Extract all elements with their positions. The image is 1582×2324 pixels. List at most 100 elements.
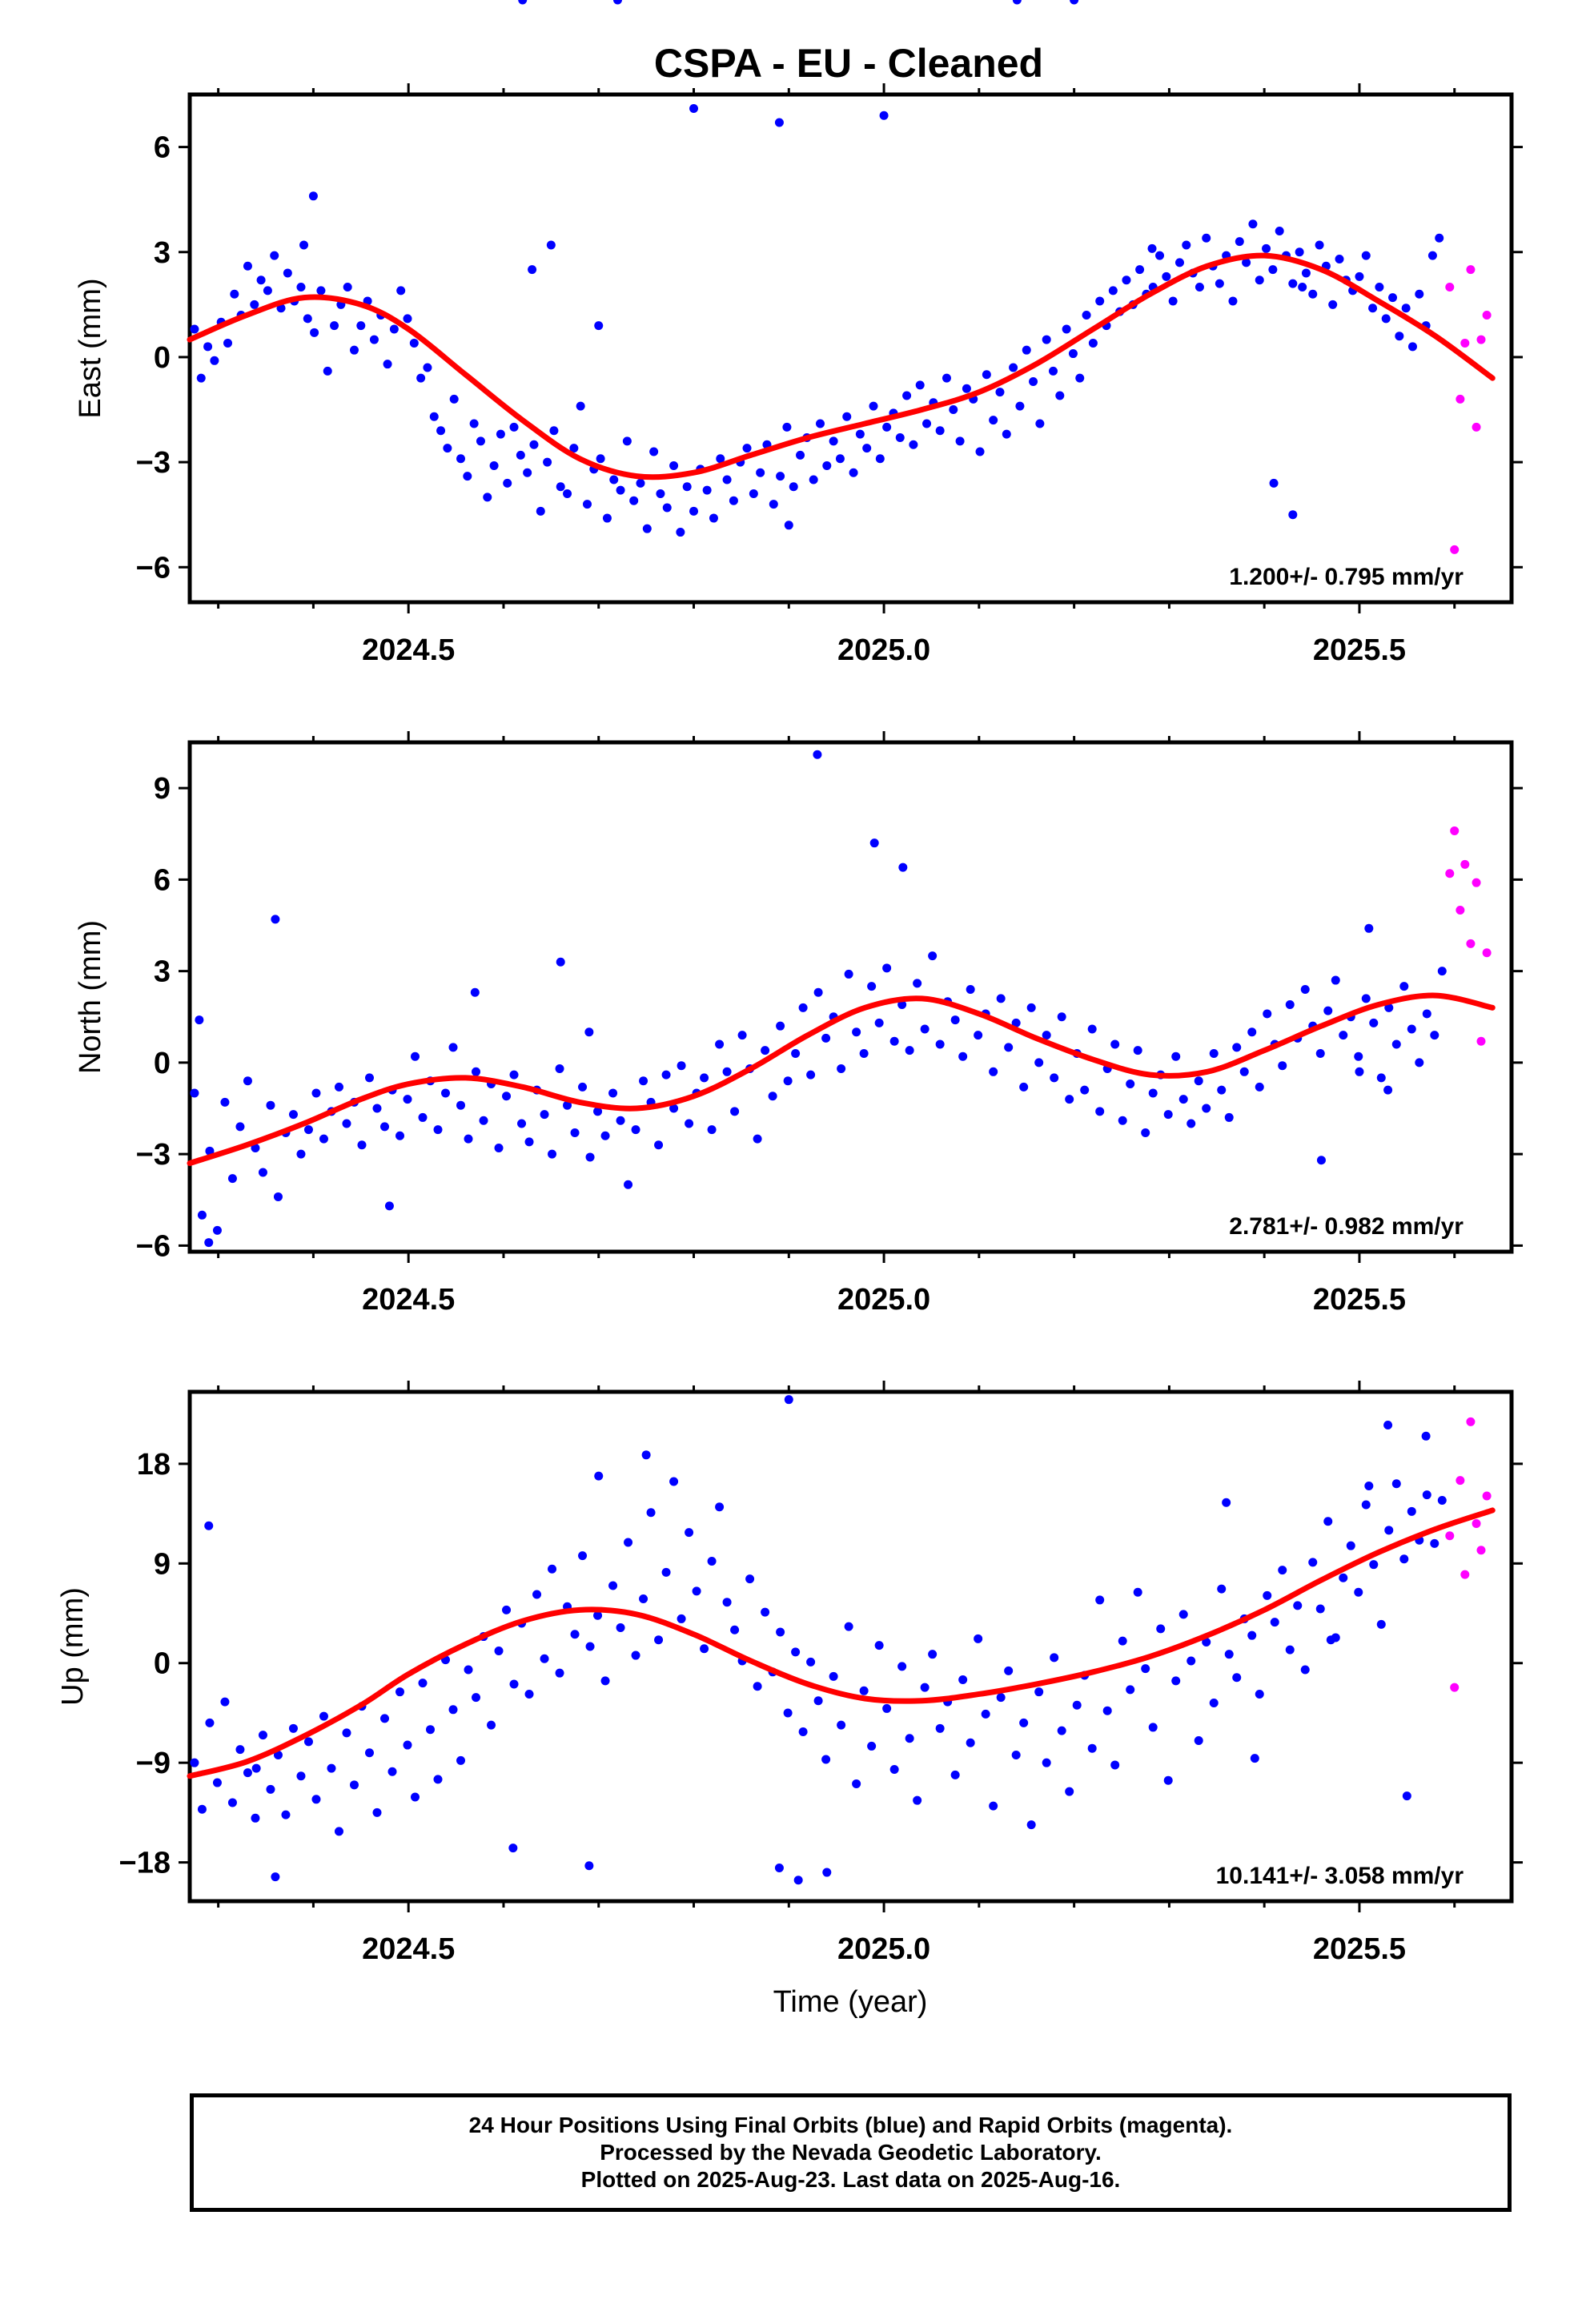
- final-orbit-point: [989, 1067, 998, 1076]
- final-orbit-point: [1239, 1067, 1249, 1076]
- final-orbit-point: [996, 994, 1006, 1003]
- final-orbit-point: [1278, 1061, 1287, 1071]
- final-orbit-point: [796, 450, 805, 460]
- final-orbit-point: [496, 429, 505, 439]
- final-orbit-point: [689, 506, 699, 516]
- final-orbit-point: [1065, 1095, 1074, 1104]
- final-orbit-point: [1391, 1039, 1401, 1049]
- final-orbit-point: [549, 426, 559, 436]
- final-orbit-point: [1278, 1566, 1287, 1575]
- final-orbit-point: [730, 1625, 740, 1634]
- final-orbit-point: [456, 1755, 466, 1765]
- final-orbit-point: [369, 335, 379, 344]
- final-orbit-point: [1011, 1750, 1021, 1759]
- final-orbit-point: [1361, 251, 1371, 260]
- final-orbit-point: [584, 1861, 594, 1871]
- final-orbit-point: [1388, 293, 1398, 303]
- final-orbit-point: [1050, 1073, 1059, 1083]
- final-orbit-point: [1174, 258, 1184, 267]
- final-orbit-point: [1364, 1482, 1374, 1491]
- y-tick-label: 9: [154, 1547, 171, 1581]
- rapid-orbit-point: [1456, 1476, 1465, 1486]
- model-curve: [187, 252, 1496, 480]
- final-orbit-point: [518, 0, 528, 5]
- final-orbit-point: [1250, 1754, 1259, 1763]
- final-orbit-point: [1263, 1590, 1272, 1600]
- final-orbit-point: [1095, 296, 1105, 306]
- final-orbit-point: [1072, 1700, 1082, 1710]
- final-orbit-point: [1375, 282, 1384, 292]
- final-orbit-point: [1133, 1046, 1142, 1055]
- final-orbit-point: [1326, 1635, 1335, 1645]
- final-orbit-point: [1315, 240, 1324, 250]
- final-orbit-point: [429, 412, 439, 421]
- final-orbit-point: [702, 485, 712, 495]
- panel-north: 2024.5 2025.0 2025.5 −6 −3 0 3 6 9 North (mm) 2.78…: [74, 731, 1523, 1317]
- final-orbit-point: [1222, 1498, 1231, 1507]
- final-orbit-point: [844, 1622, 853, 1631]
- final-orbit-point: [1285, 1645, 1295, 1655]
- final-orbit-point: [311, 1088, 321, 1098]
- final-orbit-point: [283, 268, 292, 278]
- final-orbit-point: [433, 1125, 443, 1135]
- final-orbit-point: [203, 342, 213, 352]
- final-orbit-point: [596, 454, 605, 464]
- final-orbit-point: [205, 1718, 215, 1727]
- final-orbit-point: [1355, 1067, 1364, 1076]
- final-orbit-point: [1163, 1775, 1173, 1785]
- rapid-orbit-point: [1476, 1036, 1486, 1046]
- final-orbit-point: [1384, 1003, 1394, 1012]
- final-orbit-point: [1057, 1012, 1066, 1022]
- final-orbit-point: [1268, 265, 1278, 275]
- final-orbit-point: [1361, 1500, 1371, 1510]
- final-orbit-point: [859, 1686, 869, 1695]
- final-orbit-point: [612, 0, 622, 5]
- final-orbit-point: [783, 1076, 793, 1086]
- final-orbit-point: [584, 1027, 594, 1037]
- final-orbit-point: [982, 370, 991, 380]
- final-orbit-point: [905, 1046, 914, 1055]
- final-orbit-point: [1019, 1082, 1029, 1092]
- final-orbit-point: [403, 1095, 412, 1104]
- y-tick-label: −6: [136, 1229, 171, 1263]
- final-orbit-point: [1354, 1587, 1363, 1597]
- final-orbit-point: [1430, 1031, 1439, 1040]
- final-orbit-point: [608, 1581, 618, 1590]
- final-orbit-point: [1401, 304, 1411, 313]
- rapid-orbit-point: [1472, 1519, 1481, 1529]
- final-orbit-point: [1376, 1073, 1386, 1083]
- final-orbit-point: [769, 500, 778, 509]
- final-orbit-point: [749, 489, 758, 498]
- final-orbit-point: [1437, 967, 1447, 976]
- final-orbit-point: [661, 1567, 671, 1577]
- final-orbit-point: [463, 472, 472, 481]
- final-orbit-point: [372, 1807, 382, 1817]
- final-orbit-point: [689, 103, 699, 113]
- final-orbit-point: [829, 436, 838, 446]
- final-orbit-point: [1399, 1554, 1409, 1564]
- final-orbit-point: [774, 1864, 784, 1873]
- final-orbit-point: [922, 419, 932, 428]
- final-orbit-point: [1369, 1560, 1379, 1570]
- final-orbit-point: [642, 524, 652, 533]
- final-orbit-point: [756, 468, 765, 477]
- y-tick-label: −9: [136, 1747, 171, 1780]
- final-orbit-point: [227, 1174, 237, 1184]
- final-orbit-point: [205, 1146, 215, 1156]
- final-orbit-point: [1088, 338, 1098, 348]
- final-orbit-point: [524, 1689, 534, 1699]
- final-orbit-point: [616, 1622, 625, 1632]
- final-orbit-point: [594, 1471, 604, 1481]
- y-tick-label: 0: [154, 1047, 171, 1080]
- final-orbit-point: [852, 1027, 861, 1037]
- final-orbit-point: [311, 1795, 321, 1804]
- final-orbit-point: [622, 436, 632, 446]
- final-orbit-point: [479, 1116, 488, 1125]
- x-axis-label: Time (year): [773, 1985, 928, 2019]
- final-orbit-point: [974, 1634, 983, 1643]
- final-orbit-point: [1323, 1006, 1333, 1015]
- final-orbit-point: [540, 1110, 549, 1120]
- final-orbit-point: [1369, 1018, 1379, 1027]
- final-orbit-point: [950, 1770, 960, 1779]
- final-orbit-point: [895, 432, 905, 442]
